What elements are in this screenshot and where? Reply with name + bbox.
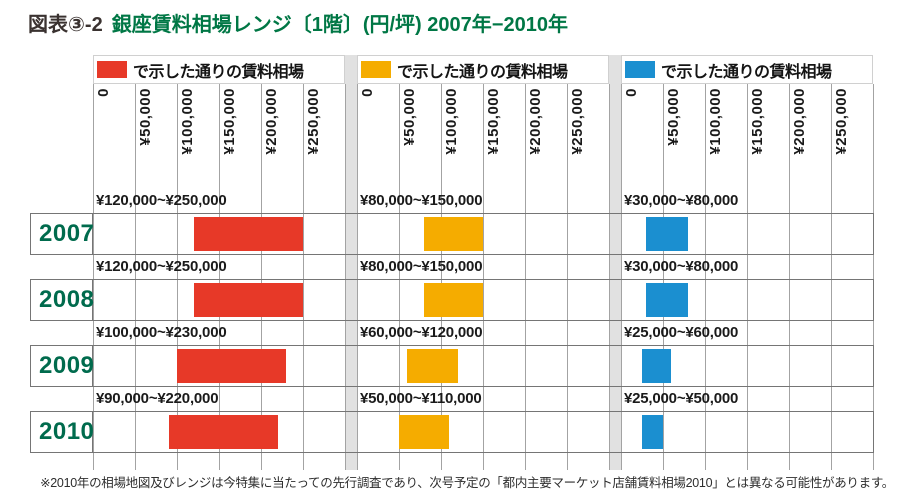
gridline — [831, 84, 832, 470]
page-title: 図表③-2 銀座賃料相場レンジ〔1階〕(円/坪) 2007年−2010年 — [28, 8, 568, 37]
bar-red-2010 — [168, 415, 278, 449]
axis-tick-label: ¥100,000 — [707, 88, 724, 155]
range-label-yellow-2010: ¥50,000~¥110,000 — [360, 390, 482, 407]
gridline — [399, 84, 400, 470]
year-row-2009: 2009 — [30, 345, 874, 387]
range-label-red-2009: ¥100,000~¥230,000 — [96, 324, 227, 341]
gridline — [621, 84, 622, 470]
axis-tick-label: ¥100,000 — [443, 88, 460, 155]
range-label-yellow-2007: ¥80,000~¥150,000 — [360, 192, 483, 209]
axis-tick-label: ¥250,000 — [305, 88, 322, 155]
legend-label: で示した通りの賃料相場 — [661, 63, 832, 81]
bar-blue-2007 — [646, 217, 689, 251]
gridline — [747, 84, 748, 470]
year-label-2007: 2007 — [39, 220, 95, 247]
year-row-2007: 2007 — [30, 213, 874, 255]
axis-tick-label: ¥50,000 — [401, 88, 418, 146]
bar-yellow-2010 — [399, 415, 450, 449]
range-label-blue-2007: ¥30,000~¥80,000 — [624, 192, 739, 209]
gridline — [789, 84, 790, 470]
range-label-red-2008: ¥120,000~¥250,000 — [96, 258, 227, 275]
panel-separator — [345, 55, 357, 470]
range-label-blue-2008: ¥30,000~¥80,000 — [624, 258, 739, 275]
legend-label: で示した通りの賃料相場 — [133, 63, 304, 81]
range-label-blue-2010: ¥25,000~¥50,000 — [624, 390, 739, 407]
year-label-2008: 2008 — [39, 286, 95, 313]
gridline — [525, 84, 526, 470]
gridline — [609, 84, 610, 470]
year-row-2008: 2008 — [30, 279, 874, 321]
panel-separator — [609, 55, 621, 470]
gridline — [219, 84, 220, 470]
bar-yellow-2007 — [424, 217, 483, 251]
legend-label: で示した通りの賃料相場 — [397, 63, 568, 81]
bar-red-2009 — [177, 349, 287, 383]
footnote: ※2010年の相場地図及びレンジは今特集に当たっての先行調査であり、次号予定の「… — [40, 476, 894, 490]
legend-swatch-blue — [625, 61, 655, 78]
gridline — [567, 84, 568, 470]
year-row-2010: 2010 — [30, 411, 874, 453]
gridline — [93, 84, 94, 470]
gridline — [663, 84, 664, 470]
bar-red-2007 — [193, 217, 303, 251]
bar-yellow-2008 — [424, 283, 483, 317]
axis-tick-label: ¥150,000 — [749, 88, 766, 155]
bar-yellow-2009 — [407, 349, 458, 383]
bar-red-2008 — [193, 283, 303, 317]
axis-tick-label: ¥250,000 — [833, 88, 850, 155]
bar-blue-2008 — [646, 283, 689, 317]
legend-swatch-yellow — [361, 61, 391, 78]
year-cell: 2008 — [31, 280, 95, 320]
axis-tick-label: ¥50,000 — [137, 88, 154, 146]
axis-tick-label: ¥200,000 — [527, 88, 544, 155]
axis-tick-label: ¥50,000 — [665, 88, 682, 146]
axis-tick-label: ¥150,000 — [485, 88, 502, 155]
legend-swatch-red — [97, 61, 127, 78]
axis-tick-label: ¥200,000 — [263, 88, 280, 155]
range-label-yellow-2008: ¥80,000~¥150,000 — [360, 258, 483, 275]
gridline — [345, 84, 346, 470]
axis-tick-label: ¥250,000 — [569, 88, 586, 155]
gridline — [441, 84, 442, 470]
range-label-red-2010: ¥90,000~¥220,000 — [96, 390, 219, 407]
year-label-2009: 2009 — [39, 352, 95, 379]
gridline — [873, 84, 874, 470]
axis-tick-label: ¥150,000 — [221, 88, 238, 155]
gridline — [135, 84, 136, 470]
legend-red: で示した通りの賃料相場 — [93, 55, 345, 84]
gridline — [357, 84, 358, 470]
year-cell: 2009 — [31, 346, 95, 386]
title-prefix: 図表③-2 — [28, 14, 103, 36]
legend-yellow: で示した通りの賃料相場 — [357, 55, 609, 84]
legend-blue: で示した通りの賃料相場 — [621, 55, 873, 84]
gridline — [705, 84, 706, 470]
axis-tick-label: ¥100,000 — [179, 88, 196, 155]
year-cell: 2010 — [31, 412, 95, 452]
year-cell: 2007 — [31, 214, 95, 254]
axis-tick-label: 0 — [623, 88, 640, 97]
title-main: 銀座賃料相場レンジ〔1階〕(円/坪) 2007年−2010年 — [111, 14, 568, 36]
gridline — [483, 84, 484, 470]
range-label-yellow-2009: ¥60,000~¥120,000 — [360, 324, 483, 341]
range-label-blue-2009: ¥25,000~¥60,000 — [624, 324, 739, 341]
axis-tick-label: 0 — [95, 88, 112, 97]
gridline — [177, 84, 178, 470]
bar-blue-2010 — [642, 415, 663, 449]
gridline — [303, 84, 304, 470]
range-label-red-2007: ¥120,000~¥250,000 — [96, 192, 227, 209]
axis-tick-label: 0 — [359, 88, 376, 97]
year-label-2010: 2010 — [39, 418, 95, 445]
bar-blue-2009 — [642, 349, 672, 383]
gridline — [261, 84, 262, 470]
axis-tick-label: ¥200,000 — [791, 88, 808, 155]
